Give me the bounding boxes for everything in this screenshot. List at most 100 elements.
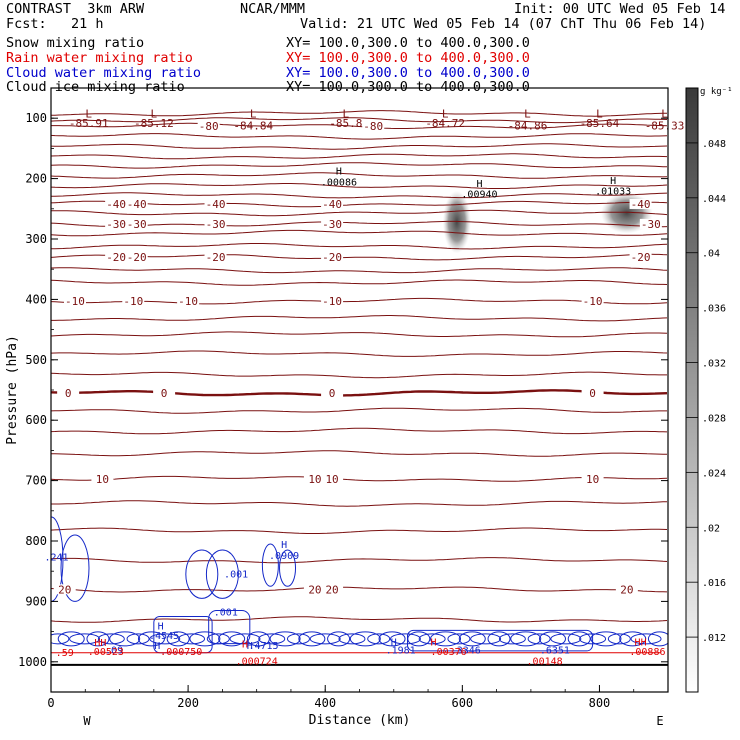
cloud-water-ring-16	[258, 633, 286, 645]
cloud-water-ring-29	[430, 631, 462, 647]
cloud-water-ring-0	[51, 633, 70, 645]
contour-labels: -80 -80-40 -40 -40 -40 -40-30 -30 -30 -30 -30-20-…	[44, 107, 684, 667]
temp-label-23-1: 0	[161, 387, 168, 400]
cloud-water-ring-1	[57, 631, 85, 647]
temperature-contour-8	[51, 183, 668, 189]
temp-label-31-3: 20	[620, 583, 633, 596]
temp-label-bg-12-0	[105, 218, 128, 229]
upper-label-10: L	[524, 107, 531, 120]
temp-label-12-0: -30	[106, 218, 126, 231]
cloud-water-ring-2	[69, 633, 101, 645]
cloud-water-box-3	[406, 629, 594, 652]
rain-label-0: .59	[56, 648, 74, 659]
rain-label-1: HH	[94, 638, 106, 649]
cloud-water-ring-7	[137, 631, 165, 647]
temp-label-12-1: -30	[127, 218, 147, 231]
cloud-water-label-2: .0909	[269, 551, 299, 562]
temp-label-15-0: -20	[106, 251, 126, 264]
temp-label-bg-27-3	[581, 473, 604, 484]
temp-label-12-3: -30	[322, 218, 342, 231]
cloud-water-ring-39	[567, 631, 591, 647]
temperature-contour-2	[51, 122, 668, 129]
cloud-water-label-0: .241	[44, 553, 68, 564]
cloud-water-blob-2	[185, 549, 219, 599]
temp-label-bg-18-3	[321, 296, 344, 307]
temperature-contour-4	[51, 143, 668, 150]
cloud-water-ring-28	[418, 633, 446, 645]
upper-label-13: -85.64	[580, 117, 620, 130]
forecast-hour: Fcst: 21 h	[6, 16, 104, 32]
cloud-water-ring-14	[229, 633, 261, 645]
temperature-contour-19	[51, 315, 668, 322]
temp-label-bg-15-0	[105, 252, 128, 263]
temp-label-2-0: -80	[199, 120, 219, 133]
temperature-contour-25	[51, 427, 668, 435]
cloud-water-ring-45	[647, 631, 668, 647]
temperature-contour-0	[51, 110, 667, 117]
temp-label-bg-12-4	[639, 218, 662, 229]
temp-label-31-2: 20	[325, 583, 338, 596]
valid-time: Valid: 21 UTC Wed 05 Feb 14 (07 ChT Thu …	[300, 16, 707, 32]
cloud-water-ring-31	[458, 631, 486, 647]
cloud-water-ring-34	[498, 633, 526, 645]
temp-label-10-3: -40	[322, 198, 342, 211]
x-tick-label-1: 200	[177, 696, 199, 710]
cloud-water-ring-43	[619, 631, 647, 647]
cloud-water-ring-30	[447, 633, 471, 645]
cloud-water-ring-11	[189, 631, 221, 647]
rain-label-6: H	[431, 637, 437, 648]
y-tick-label-8: 900	[25, 594, 47, 608]
temperature-contour-5	[51, 153, 668, 160]
temp-label-bg-27-0	[91, 473, 114, 484]
cloud-water-label-12: .3346	[451, 646, 481, 657]
cloud-water-label-1: H	[281, 540, 287, 551]
ice-label-3: .00940	[461, 190, 497, 201]
temperature-contour-31	[51, 586, 668, 593]
temp-label-bg-31-1	[303, 584, 326, 595]
temp-label-bg-27-2	[321, 473, 344, 484]
cloud-water-ring-13	[218, 631, 246, 647]
temperature-contour-11	[51, 209, 668, 217]
temp-label-bg-15-1	[125, 252, 148, 263]
cloud-water-ring-32	[470, 633, 502, 645]
cloud-water-blob-5	[279, 549, 297, 587]
temperature-contour-10	[51, 200, 668, 208]
cloud-water-label-8: H	[247, 641, 253, 652]
temp-label-27-1: 10	[308, 473, 321, 486]
upper-label-11: -84.86	[508, 119, 548, 132]
y-tick-label-9: 1000	[18, 655, 47, 669]
cloud-water-ring-26	[389, 633, 421, 645]
y-tick-label-1: 200	[25, 172, 47, 186]
ice-label-2: H	[476, 179, 482, 190]
cloud-water-ring-23	[349, 631, 381, 647]
temp-label-18-0: -10	[65, 295, 85, 308]
temperature-contour-7	[51, 172, 668, 179]
cloud-water-ring-10	[178, 633, 206, 645]
temperature-contour-17	[51, 279, 668, 286]
y-axis-label: Pressure (hPa)	[5, 335, 20, 445]
temp-label-bg-10-4	[629, 198, 652, 209]
temperature-contour-6	[51, 162, 668, 169]
cloud-water-ring-15	[246, 631, 270, 647]
temperature-contour-32	[51, 616, 668, 623]
field-name-rain: Rain water mixing ratio	[6, 50, 193, 66]
cloud-water-blob-3	[205, 549, 239, 599]
cloud-water-ring-35	[510, 631, 542, 647]
cloud-water-ring-42	[607, 633, 631, 645]
cloud-water-blob-0	[51, 516, 64, 602]
upper-label-0: L	[85, 107, 92, 120]
colorbar-tick-label-4: .028	[702, 413, 726, 424]
temperature-contour-13	[51, 229, 668, 237]
upper-label-4: L	[250, 107, 257, 120]
upper-label-15: -85.33	[645, 119, 685, 132]
temp-label-bg-12-3	[321, 218, 344, 229]
cloud-water-label-9: .4715	[248, 641, 278, 652]
temp-label-bg-18-1	[122, 296, 145, 307]
direction-east: E	[656, 714, 663, 728]
temp-label-10-2: -40	[206, 198, 226, 211]
upper-label-9: -84.72	[425, 117, 465, 130]
cloud-water-label-5: H	[158, 622, 164, 633]
y-tick-label-4: 500	[25, 353, 47, 367]
temp-label-bg-31-3	[615, 584, 638, 595]
